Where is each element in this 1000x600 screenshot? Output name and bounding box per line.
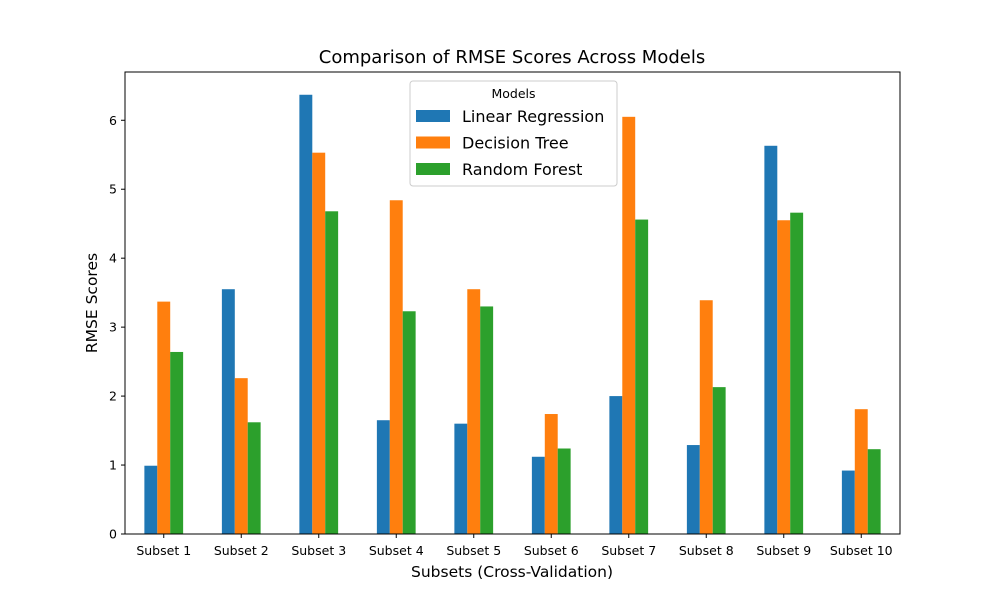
bar-linear-regression-3 [299,94,313,534]
x-axis-label: Subsets (Cross-Validation) [411,563,613,581]
y-tick-label-5: 5 [109,182,117,197]
y-axis: 0 1 2 3 4 5 6 [109,113,125,542]
legend-title: Models [491,86,535,101]
legend-swatch-decision-tree [416,136,450,149]
y-tick-label-0: 0 [109,527,117,542]
bar-decision-tree-6 [544,414,558,534]
bar-decision-tree-9 [777,220,791,534]
x-tick-label-3: Subset 3 [291,543,346,558]
bar-linear-regression-8 [686,445,700,534]
legend-swatch-linear-regression [416,110,450,122]
x-tick-label-1: Subset 1 [136,543,191,558]
bar-linear-regression-9 [764,145,778,534]
legend-label-decision-tree: Decision Tree [462,134,569,153]
bar-random-forest-3 [325,211,339,535]
y-tick-label-6: 6 [109,113,117,128]
x-tick-label-8: Subset 8 [679,543,734,558]
x-axis: Subset 1 Subset 2 Subset 3 Subset 4 Subset 5… [136,534,893,558]
bar-linear-regression-1 [144,465,158,534]
x-tick-label-9: Subset 9 [756,543,811,558]
y-tick-label-2: 2 [109,389,117,404]
bar-random-forest-6 [557,448,571,534]
y-axis-label: RMSE Scores [83,253,101,353]
legend-box [409,80,618,187]
bar-random-forest-8 [712,387,726,534]
y-tick-label-1: 1 [109,458,117,473]
bar-linear-regression-4 [376,420,390,534]
bar-decision-tree-8 [699,300,713,534]
bar-linear-regression-5 [454,423,468,534]
bar-random-forest-4 [402,311,416,534]
y-tick-label-3: 3 [109,320,117,335]
bar-random-forest-2 [247,422,261,534]
bar-random-forest-5 [480,306,494,534]
plot-area-frame [124,71,901,535]
legend: Models Linear Regression Decision Tree Rand… [409,80,618,187]
bar-linear-regression-7 [609,396,623,534]
bars-group [144,94,881,535]
bar-decision-tree-4 [389,200,403,534]
bar-linear-regression-2 [221,289,235,534]
bar-decision-tree-7 [622,116,636,534]
y-tick-label-4: 4 [109,251,117,266]
legend-swatch-random-forest [416,163,450,175]
x-tick-label-5: Subset 5 [446,543,501,558]
chart-title: Comparison of RMSE Scores Across Models [319,47,705,68]
bar-random-forest-9 [790,212,804,535]
legend-label-random-forest: Random Forest [462,160,582,179]
legend-label-linear-regression: Linear Regression [462,107,604,126]
bar-decision-tree-3 [312,152,326,534]
x-tick-label-6: Subset 6 [524,543,579,558]
x-tick-label-4: Subset 4 [369,543,424,558]
bar-decision-tree-5 [467,289,481,534]
bar-linear-regression-6 [531,456,545,534]
bar-decision-tree-1 [157,301,171,534]
bar-random-forest-10 [867,449,881,534]
x-tick-label-7: Subset 7 [601,543,656,558]
bar-random-forest-7 [635,219,649,534]
bar-decision-tree-2 [234,378,248,534]
x-tick-label-10: Subset 10 [830,543,893,558]
bar-decision-tree-10 [854,409,868,534]
bar-random-forest-1 [170,351,184,534]
x-tick-label-2: Subset 2 [214,543,269,558]
bar-linear-regression-10 [841,470,855,534]
